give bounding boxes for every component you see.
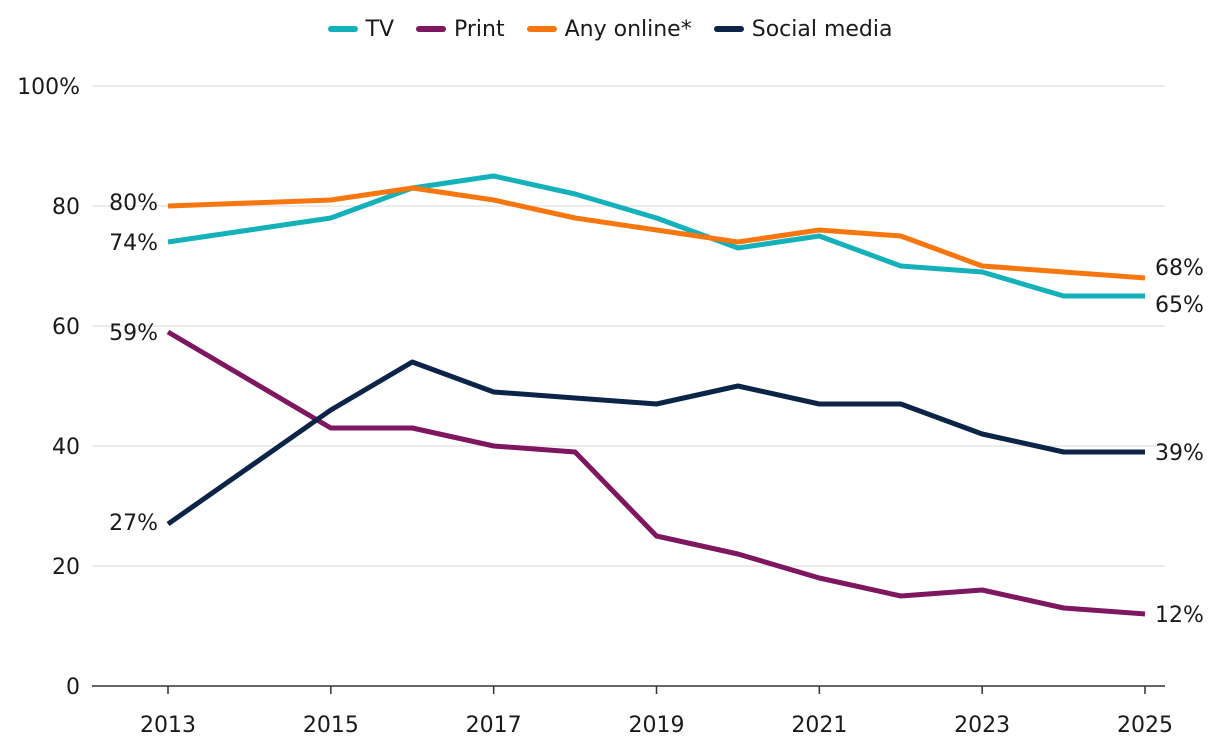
legend-swatch-any-online (526, 26, 557, 32)
start-label-print: 59% (109, 321, 158, 346)
y-tick-label-100: 100% (17, 75, 80, 100)
end-label-any-online: 68% (1155, 256, 1204, 281)
legend-label-any-online: Any online* (564, 16, 692, 42)
x-tick-label-2023: 2023 (954, 713, 1010, 738)
series-line-any-online (167, 185, 1146, 281)
legend-label-social-media: Social media (751, 16, 893, 42)
y-tick-label-0: 0 (66, 675, 80, 700)
start-label-any-online: 80% (109, 191, 158, 216)
start-label-tv: 74% (109, 231, 158, 256)
x-tick-label-2021: 2021 (791, 713, 847, 738)
legend-item-social-media: Social media (713, 16, 893, 42)
start-label-social-media: 27% (109, 511, 158, 536)
series-line-print (166, 329, 1146, 617)
x-tick-label-2013: 2013 (140, 713, 196, 738)
legend-swatch-tv (327, 26, 358, 32)
legend-item-any-online: Any online* (526, 16, 692, 42)
legend-label-print: Print (454, 16, 505, 42)
legend-item-print: Print (416, 17, 505, 42)
x-tick-label-2017: 2017 (466, 713, 522, 738)
end-label-tv: 65% (1155, 293, 1204, 318)
y-tick-label-60: 60 (52, 315, 80, 340)
y-tick-label-80: 80 (52, 195, 80, 220)
y-tick-label-40: 40 (52, 435, 80, 460)
legend-label-tv: TV (365, 16, 395, 42)
chart-legend: TV Print Any online* Social media (0, 12, 1220, 46)
series-line-social-media (166, 359, 1145, 527)
series-line-tv (167, 173, 1145, 299)
legend-swatch-print (416, 26, 446, 32)
x-tick-label-2015: 2015 (303, 713, 359, 738)
end-label-social-media: 39% (1155, 441, 1204, 466)
x-tick-label-2019: 2019 (629, 713, 685, 738)
y-tick-label-20: 20 (52, 555, 80, 580)
end-label-print: 12% (1155, 603, 1204, 628)
legend-swatch-social-media (713, 26, 744, 32)
legend-item-tv: TV (327, 16, 395, 42)
x-tick-label-2025: 2025 (1117, 713, 1173, 738)
